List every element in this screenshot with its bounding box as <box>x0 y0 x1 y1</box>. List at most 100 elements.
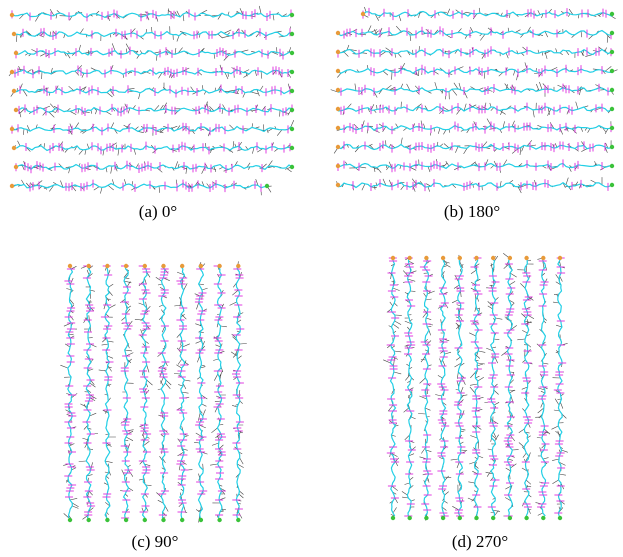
start-dot <box>336 107 340 111</box>
end-dot <box>610 88 614 92</box>
end-dot <box>610 31 614 35</box>
end-dot <box>391 516 395 520</box>
start-dot <box>10 184 14 188</box>
end-dot <box>408 516 412 520</box>
end-dot <box>290 32 294 36</box>
end-dot <box>558 516 562 520</box>
magenta-strokes <box>20 85 290 98</box>
start-dot <box>12 89 16 93</box>
cyan-trace <box>161 266 166 518</box>
start-dot <box>336 88 340 92</box>
start-dot <box>161 264 165 268</box>
end-dot <box>199 518 203 522</box>
start-dot <box>458 256 462 260</box>
end-dot <box>610 107 614 111</box>
cyan-trace <box>16 51 292 56</box>
cyan-trace <box>407 258 412 516</box>
end-dot <box>610 183 614 187</box>
end-dot <box>524 516 528 520</box>
start-dot <box>199 264 203 268</box>
start-dot <box>541 256 545 260</box>
end-dot <box>290 127 294 131</box>
start-dot <box>236 264 240 268</box>
end-dot <box>610 69 614 73</box>
magenta-strokes <box>341 103 602 115</box>
gray-strokes <box>383 264 402 516</box>
gray-strokes <box>14 141 290 156</box>
end-dot <box>124 518 128 522</box>
start-dot <box>217 264 221 268</box>
caption: (c) 90° <box>132 532 179 551</box>
magenta-strokes <box>139 266 151 512</box>
end-dot <box>508 516 512 520</box>
start-dot <box>336 50 340 54</box>
cyan-trace <box>338 126 611 131</box>
start-dot <box>105 264 109 268</box>
cyan-trace <box>338 88 611 93</box>
start-dot <box>143 264 147 268</box>
cyan-trace <box>12 70 291 75</box>
caption: (a) 0° <box>139 202 177 221</box>
end-dot <box>290 89 294 93</box>
gray-strokes <box>230 261 247 518</box>
cyan-trace <box>16 165 292 170</box>
end-dot <box>610 164 614 168</box>
end-dot <box>441 516 445 520</box>
start-dot <box>12 146 16 150</box>
cyan-trace <box>199 266 204 518</box>
gray-strokes <box>418 261 435 521</box>
cyan-trace <box>68 266 73 518</box>
start-dot <box>68 264 72 268</box>
start-dot <box>558 256 562 260</box>
cyan-trace <box>338 144 611 149</box>
end-dot <box>68 518 72 522</box>
traces <box>9 6 618 523</box>
start-dot <box>336 183 340 187</box>
start-dot <box>491 256 495 260</box>
cyan-trace <box>458 258 463 516</box>
end-dot <box>180 518 184 522</box>
cyan-trace <box>338 30 611 35</box>
cyan-trace <box>12 13 291 18</box>
cyan-trace <box>338 50 611 55</box>
cyan-trace <box>14 89 290 94</box>
start-dot <box>508 256 512 260</box>
end-dot <box>143 518 147 522</box>
end-dot <box>290 146 294 150</box>
figure: (a) 0° (b) 180° (c) 90° (d) 270° <box>0 0 623 557</box>
start-dot <box>408 256 412 260</box>
end-dot <box>610 126 614 130</box>
end-dot <box>610 50 614 54</box>
start-dot <box>14 165 18 169</box>
end-dot <box>610 12 614 16</box>
magenta-strokes <box>387 258 400 498</box>
cyan-trace <box>338 183 611 188</box>
gray-strokes <box>517 260 534 514</box>
end-dot <box>290 165 294 169</box>
start-dot <box>441 256 445 260</box>
start-dot <box>10 70 14 74</box>
start-dot <box>180 264 184 268</box>
start-dot <box>336 145 340 149</box>
end-dot <box>290 13 294 17</box>
end-dot <box>265 184 269 188</box>
start-dot <box>12 32 16 36</box>
caption: (d) 270° <box>452 532 508 551</box>
magenta-strokes <box>195 269 207 494</box>
cyan-trace <box>338 69 611 74</box>
start-dot <box>336 126 340 130</box>
end-dot <box>491 516 495 520</box>
end-dot <box>290 108 294 112</box>
start-dot <box>14 51 18 55</box>
magenta-strokes <box>23 28 290 40</box>
end-dot <box>217 518 221 522</box>
start-dot <box>474 256 478 260</box>
start-dot <box>10 13 14 17</box>
cyan-trace <box>558 258 562 516</box>
start-dot <box>336 31 340 35</box>
cyan-trace <box>12 184 267 189</box>
end-dot <box>236 518 240 522</box>
end-dot <box>290 70 294 74</box>
end-dot <box>87 518 91 522</box>
gray-strokes <box>552 261 568 513</box>
